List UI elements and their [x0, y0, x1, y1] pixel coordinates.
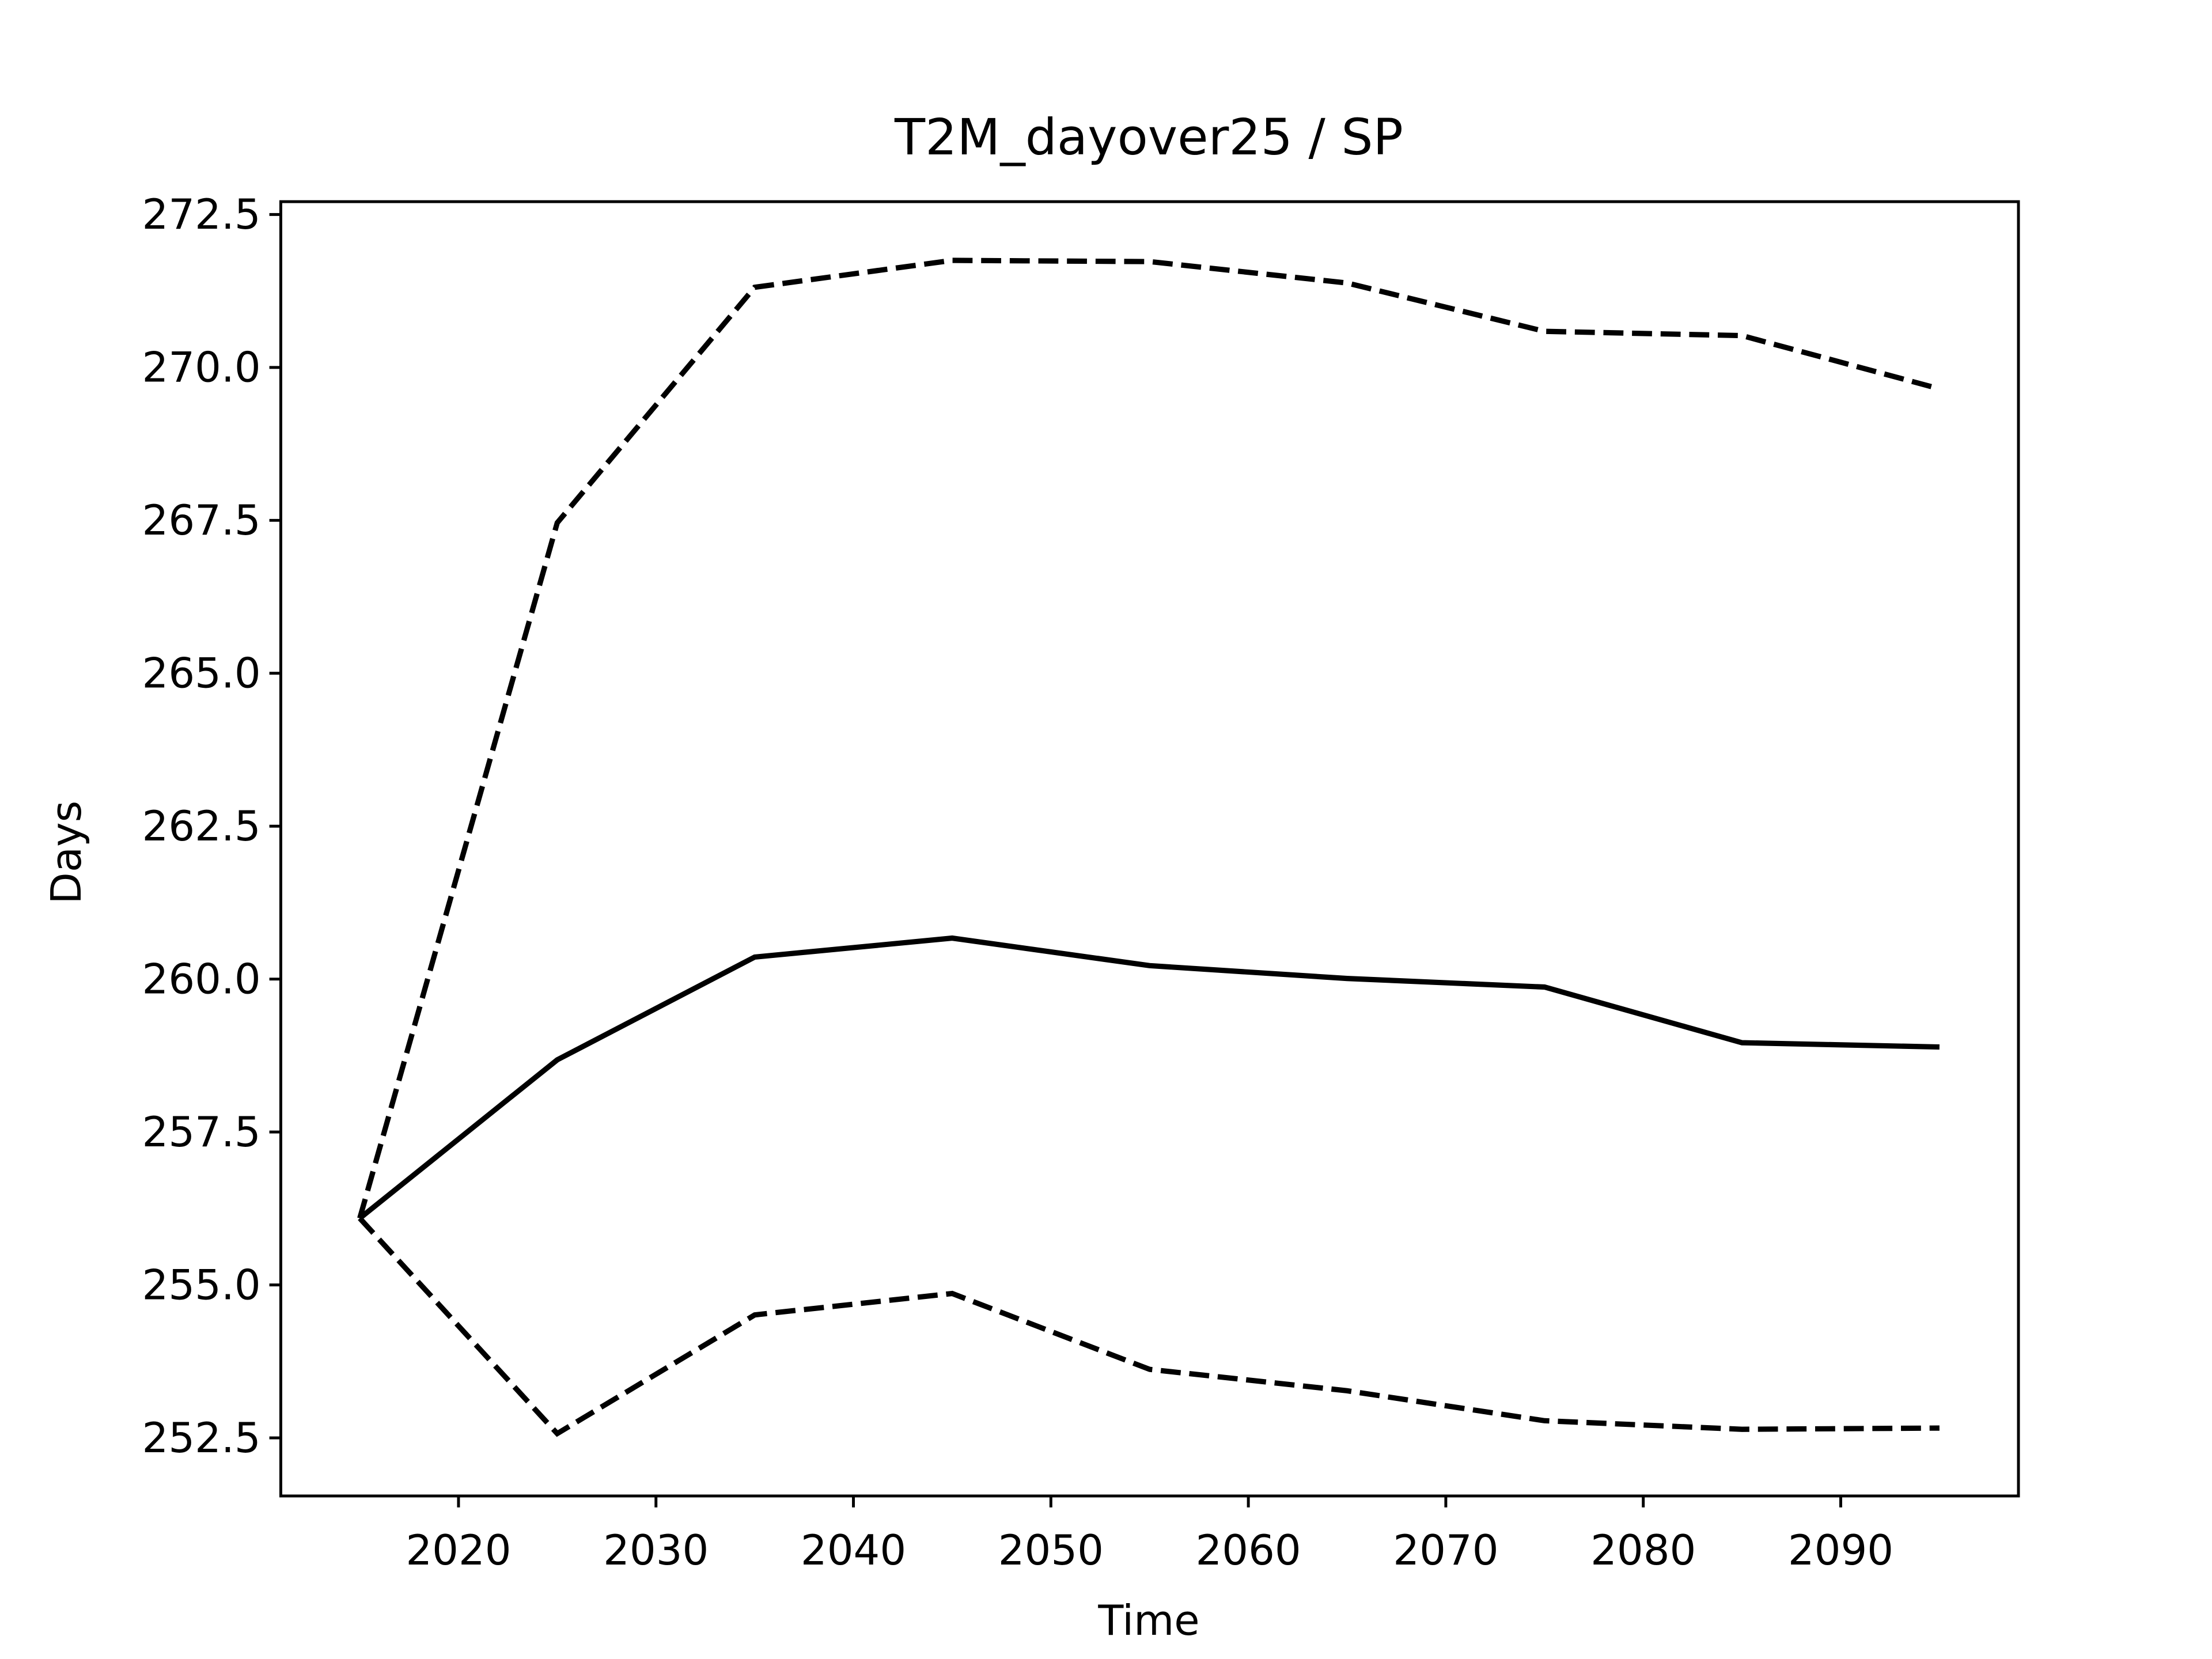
line-series — [358, 1216, 1940, 1437]
y-axis-label: Days — [42, 801, 90, 904]
x-tick-label: 2060 — [1196, 1526, 1301, 1574]
plot-frame — [279, 200, 2020, 1498]
x-tick-label: 2040 — [801, 1526, 906, 1574]
y-tick-label: 265.0 — [142, 649, 261, 698]
y-tick-label: 260.0 — [142, 955, 261, 1003]
chart-title: T2M_dayover25 / SP — [894, 108, 1403, 166]
x-tick-label: 2020 — [406, 1526, 511, 1574]
y-tick-label: 272.5 — [142, 190, 261, 238]
y-tick-label: 270.0 — [142, 343, 261, 392]
y-tick-label: 252.5 — [142, 1414, 261, 1462]
x-axis-label: Time — [1097, 1596, 1199, 1645]
y-tick-label: 255.0 — [142, 1260, 261, 1309]
y-tick-label: 267.5 — [142, 496, 261, 544]
line-series — [358, 935, 1940, 1221]
x-tick-label: 2070 — [1393, 1526, 1498, 1574]
line-series — [357, 257, 1941, 1219]
y-tick-label: 257.5 — [142, 1108, 261, 1156]
y-tick-label: 262.5 — [142, 802, 261, 850]
x-tick-label: 2080 — [1590, 1526, 1696, 1574]
x-tick-label: 2050 — [998, 1526, 1104, 1574]
x-tick-label: 2090 — [1788, 1526, 1893, 1574]
x-tick-label: 2030 — [603, 1526, 709, 1574]
